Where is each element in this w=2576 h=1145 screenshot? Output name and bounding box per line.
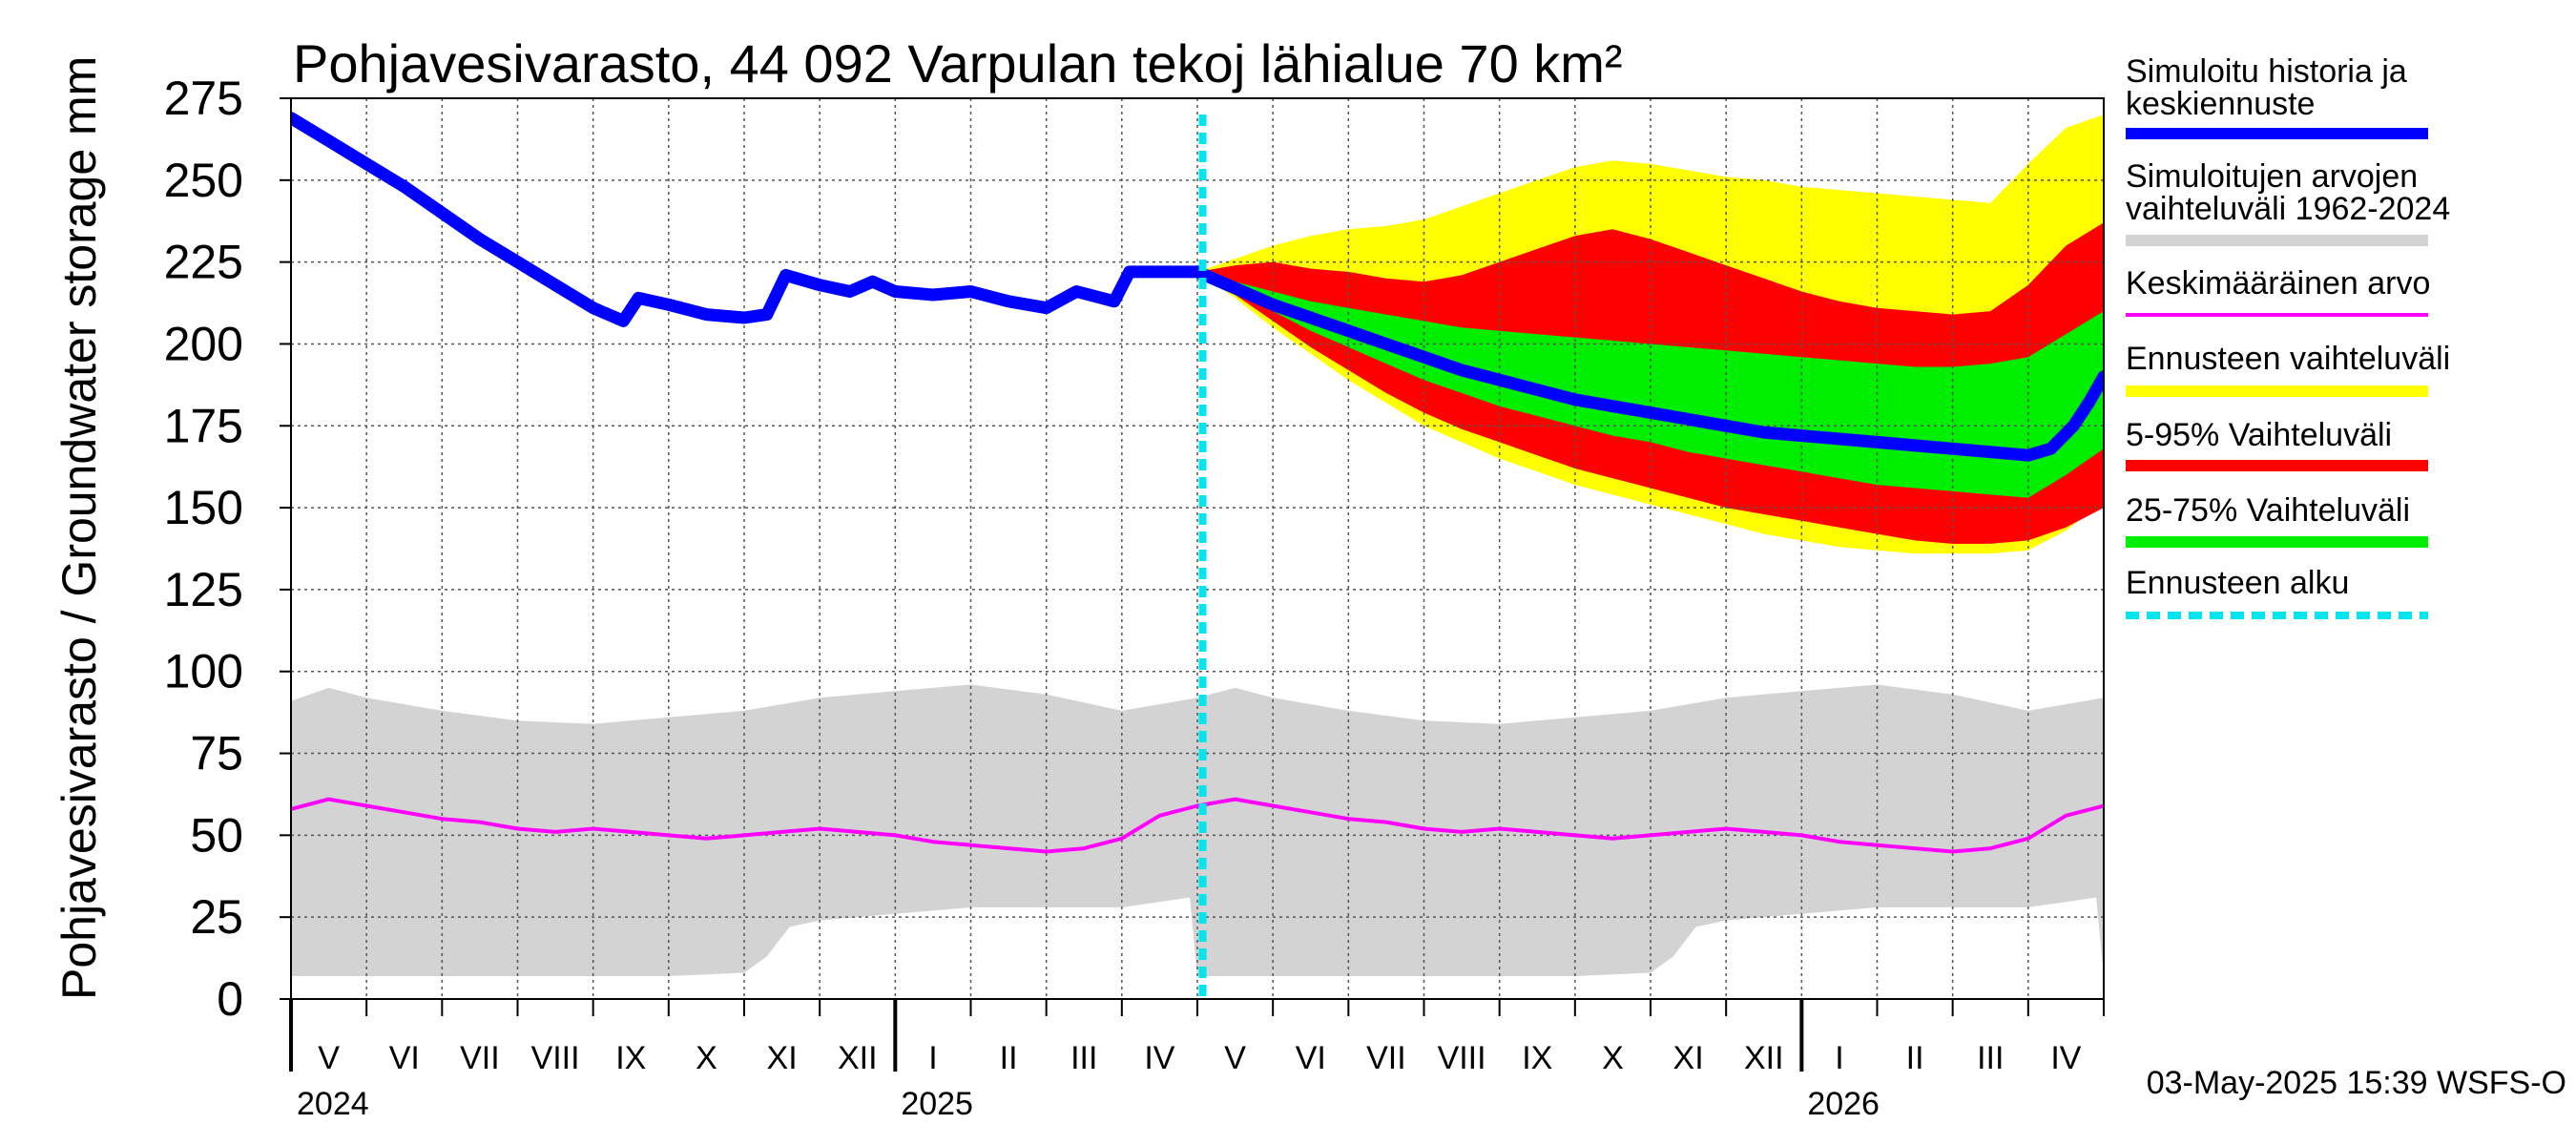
month-label: I: [928, 1040, 937, 1076]
y-tick-label: 0: [217, 972, 243, 1026]
legend-label: Simuloitu historia ja: [2126, 53, 2407, 90]
legend-25-75: 25-75% Vaihteluväli: [2126, 492, 2428, 548]
month-label: I: [1835, 1040, 1843, 1076]
legend-label: vaihteluväli 1962-2024: [2126, 191, 2450, 227]
month-label: X: [1602, 1040, 1624, 1076]
legend-5-95: 5-95% Vaihteluväli: [2126, 417, 2428, 471]
month-label: XI: [767, 1040, 798, 1076]
y-tick-label: 250: [164, 154, 243, 207]
footer-timestamp: 03-May-2025 15:39 WSFS-O: [2147, 1065, 2566, 1101]
y-tick-label: 200: [164, 317, 243, 370]
legend-label: Ennusteen alku: [2126, 565, 2349, 601]
y-tick-label: 75: [190, 727, 243, 781]
year-label: 2024: [297, 1086, 369, 1122]
y-tick-label: 50: [190, 808, 243, 862]
chart-title: Pohjavesivarasto, 44 092 Varpulan tekoj …: [293, 33, 1623, 94]
month-label: VIII: [531, 1040, 580, 1076]
month-label: V: [1224, 1040, 1246, 1076]
month-label: IV: [2050, 1040, 2081, 1076]
series-simulated-line: [291, 112, 2104, 462]
month-label: XII: [1744, 1040, 1784, 1076]
month-label: VI: [1296, 1040, 1326, 1076]
legend: Simuloitu historia jakeskiennusteSimuloi…: [2126, 53, 2450, 619]
month-label: XI: [1673, 1040, 1704, 1076]
series-mean-line: [291, 797, 2104, 854]
legend-label: 25-75% Vaihteluväli: [2126, 492, 2410, 529]
month-label: IV: [1144, 1040, 1174, 1076]
y-tick-label: 25: [190, 890, 243, 944]
y-tick-label: 275: [164, 72, 243, 125]
month-label: V: [318, 1040, 340, 1076]
month-label: X: [696, 1040, 717, 1076]
legend-label: 5-95% Vaihteluväli: [2126, 417, 2392, 453]
month-label: IX: [1522, 1040, 1552, 1076]
y-tick-label: 100: [164, 645, 243, 698]
month-label: IX: [615, 1040, 646, 1076]
legend-label: Keskimääräinen arvo: [2126, 265, 2430, 302]
y-axis-label: Pohjavesivarasto / Groundwater storage m…: [52, 56, 106, 1000]
year-label: 2025: [901, 1086, 973, 1122]
legend-forecast-start: Ennusteen alku: [2126, 565, 2428, 619]
month-label: II: [1906, 1040, 1924, 1076]
y-tick-label: 150: [164, 481, 243, 534]
month-label: VII: [1366, 1040, 1406, 1076]
legend-mean: Keskimääräinen arvo: [2126, 265, 2430, 317]
month-label: VII: [460, 1040, 500, 1076]
legend-label: keskiennuste: [2126, 86, 2315, 122]
month-label: II: [1000, 1040, 1018, 1076]
year-label: 2026: [1807, 1086, 1880, 1122]
y-tick-label: 175: [164, 399, 243, 452]
legend-label: Simuloitujen arvojen: [2126, 158, 2418, 195]
month-label: VIII: [1438, 1040, 1486, 1076]
plot-area: [291, 98, 2104, 999]
month-label: III: [1977, 1040, 2004, 1076]
month-label: VI: [389, 1040, 420, 1076]
legend-label: Ennusteen vaihteluväli: [2126, 341, 2450, 377]
y-tick-label: 125: [164, 563, 243, 616]
month-label: XII: [838, 1040, 878, 1076]
legend-forecast-range: Ennusteen vaihteluväli: [2126, 341, 2450, 397]
month-label: III: [1070, 1040, 1097, 1076]
y-tick-label: 225: [164, 236, 243, 289]
band-historical-range: [291, 684, 2104, 976]
